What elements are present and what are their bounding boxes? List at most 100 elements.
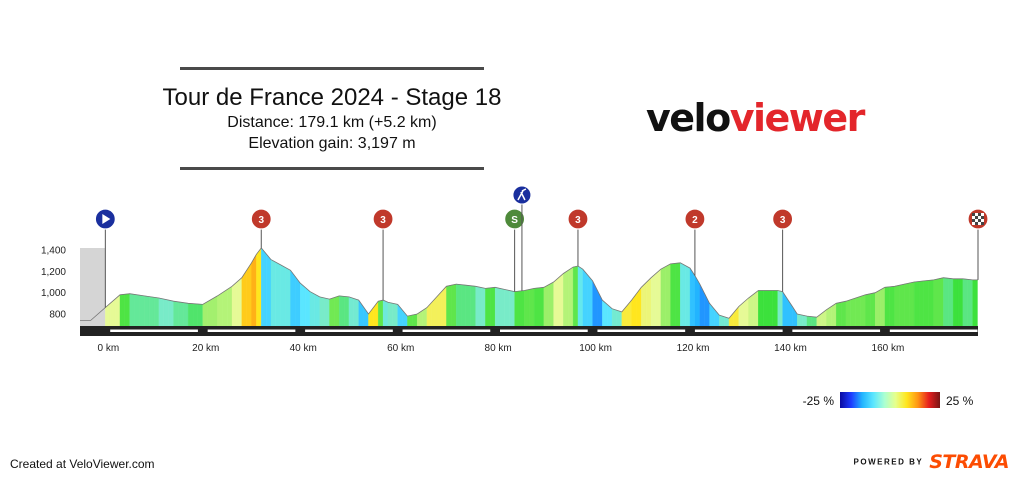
intermediate-sprint-marker-label: S <box>511 215 518 226</box>
checkered-flag-cell <box>981 216 984 219</box>
y-tick-label: 800 <box>49 310 66 321</box>
climb-category-marker <box>567 208 589 230</box>
checkered-flag-cell <box>975 219 978 222</box>
climb-category-marker-label: 3 <box>780 215 786 226</box>
profile-segment <box>295 276 301 327</box>
profile-segment <box>938 277 944 327</box>
profile-segment <box>509 290 515 327</box>
km-bar-layer <box>80 326 978 336</box>
powered-by-label: POWERED BY <box>853 457 924 467</box>
profile-segment <box>134 294 140 327</box>
profile-segment <box>207 298 213 327</box>
profile-segment <box>772 290 778 327</box>
x-tick-label: 100 km <box>579 343 612 354</box>
profile-segment <box>456 283 462 327</box>
profile-segment <box>504 289 510 327</box>
profile-segment <box>543 284 549 327</box>
profile-segment <box>153 297 160 327</box>
strava-attribution[interactable]: POWERED BY STRAVA <box>853 451 1010 473</box>
profile-segment <box>811 316 817 327</box>
profile-segment <box>334 295 340 327</box>
profile-segment <box>928 279 934 327</box>
profile-segments-layer <box>105 247 978 327</box>
profile-segment <box>188 303 194 327</box>
climb-category-marker <box>372 208 394 230</box>
profile-segment <box>261 247 267 327</box>
x-axis-ticks: 0 km 20 km 40 km 60 km 80 km 100 km 120 km 140 … <box>98 343 905 354</box>
profile-segment <box>914 281 920 327</box>
profile-segment <box>192 303 199 327</box>
profile-segment <box>680 262 686 327</box>
profile-segment <box>855 296 861 327</box>
profile-segment <box>412 313 418 327</box>
checkered-flag-cell <box>972 213 975 216</box>
checkered-flag-cell <box>981 219 984 222</box>
play-icon <box>102 214 111 224</box>
km-bar-dash <box>500 329 588 332</box>
created-at-text[interactable]: Created at VeloViewer.com <box>10 457 155 471</box>
profile-segment <box>918 280 925 327</box>
profile-segment <box>670 263 676 327</box>
profile-segment <box>339 295 345 327</box>
profile-segment <box>582 268 588 327</box>
profile-segment <box>304 287 311 327</box>
profile-segment <box>875 289 881 327</box>
profile-segment <box>173 301 179 327</box>
profile-outline-layer <box>80 247 978 321</box>
km-bar-dash <box>694 329 783 332</box>
profile-segment <box>889 286 895 327</box>
profile-segment <box>943 277 949 327</box>
profile-segment <box>236 277 242 327</box>
y-tick-label: 1,200 <box>41 267 66 278</box>
km-bar-dash <box>305 329 393 332</box>
logo-text-velo: velo <box>646 96 731 140</box>
profile-segment <box>792 306 798 327</box>
x-tick-label: 40 km <box>290 343 317 354</box>
legend-max-label: 25 % <box>946 394 974 408</box>
checkered-flag-cell <box>975 222 978 225</box>
profile-segment <box>577 265 583 327</box>
profile-segment <box>836 302 842 327</box>
profile-segment <box>553 277 559 327</box>
strava-logo: STRAVA <box>929 451 1009 473</box>
profile-segment <box>314 294 320 327</box>
route-markers-layer: 3 3 S 3 2 3 <box>94 185 989 308</box>
profile-segment <box>251 253 257 327</box>
profile-segment <box>655 268 661 327</box>
profile-segment <box>343 296 350 327</box>
profile-segment <box>660 266 666 327</box>
distance-text: Distance: 179.1 km (+5.2 km) <box>227 114 437 131</box>
profile-segment <box>860 294 866 327</box>
profile-segment <box>387 302 393 327</box>
y-tick-label: 1,400 <box>41 246 66 257</box>
pre-start-band-layer <box>80 248 106 326</box>
profile-segment <box>114 294 121 327</box>
profile-segment <box>967 279 973 327</box>
profile-segment <box>382 299 389 327</box>
profile-segment <box>241 269 247 327</box>
profile-segment <box>217 292 223 327</box>
x-tick-label: 60 km <box>387 343 414 354</box>
profile-segment <box>451 283 457 327</box>
km-bar-dash <box>402 329 491 332</box>
profile-segment <box>894 285 900 327</box>
veloviewer-logo[interactable]: veloviewer <box>646 96 865 140</box>
profile-segment <box>324 297 330 327</box>
header-rule-bottom <box>180 167 484 170</box>
profile-segment <box>309 291 316 327</box>
checkered-flag-cell <box>981 213 984 216</box>
gradient-legend: -25 % 25 % <box>803 392 974 408</box>
profile-segment <box>533 287 540 327</box>
profile-segment <box>587 274 593 327</box>
profile-segment <box>265 253 272 327</box>
profile-segment <box>226 285 233 327</box>
checkered-flag-cell <box>978 222 981 225</box>
profile-segment <box>879 287 886 327</box>
profile-segment <box>212 295 218 327</box>
checkered-flag-cell <box>978 219 981 222</box>
profile-segment <box>378 299 384 327</box>
profile-segment <box>490 287 496 327</box>
profile-segment <box>962 278 968 327</box>
checkered-flag-cell <box>972 222 975 225</box>
km-bar-dash <box>207 329 296 332</box>
